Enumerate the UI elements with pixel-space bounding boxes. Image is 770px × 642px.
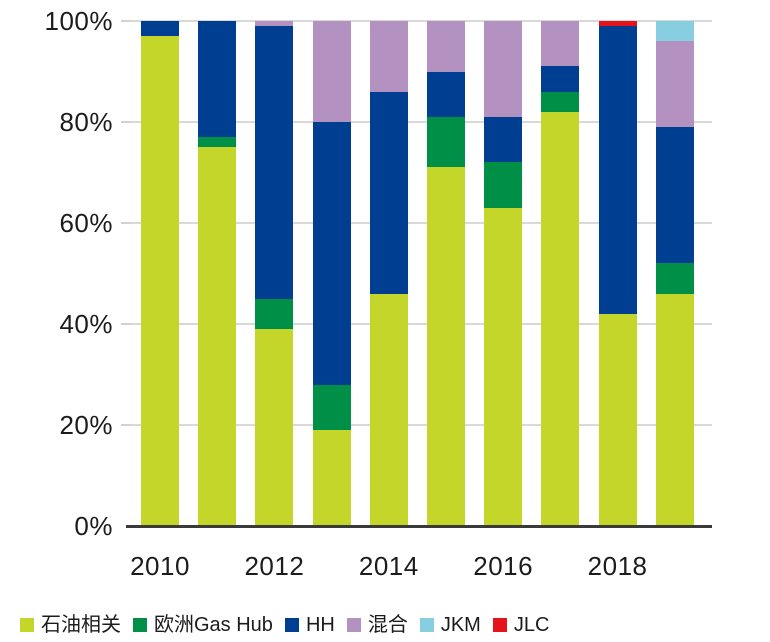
bar-2014	[369, 21, 408, 526]
bar-segment-HH	[541, 66, 580, 92]
bar-segment-HH	[141, 21, 179, 37]
bar-segment-HH	[198, 21, 237, 138]
y-tick-label-60: 60%	[59, 208, 113, 238]
x-tick-label-2010: 2010	[130, 551, 190, 581]
bar-segment-石油相关	[255, 329, 294, 526]
legend-item-JKM: JKM	[419, 612, 481, 638]
legend-item-HH: HH	[284, 612, 335, 638]
y-tick-mark	[121, 424, 131, 426]
bar-2012	[255, 21, 294, 526]
bar-segment-HH	[427, 71, 465, 117]
bar-segment-HH	[312, 122, 351, 385]
bar-segment-混合	[427, 21, 465, 72]
y-tick-label-20: 20%	[59, 410, 113, 440]
bar-segment-石油相关	[541, 111, 580, 526]
gridline-20	[121, 424, 712, 426]
bar-segment-石油相关	[198, 147, 237, 526]
legend-swatch-icon	[492, 618, 507, 632]
bar-segment-石油相关	[141, 36, 179, 526]
y-tick-mark	[121, 222, 131, 224]
bar-segment-欧洲Gas Hub	[541, 91, 580, 112]
bar-segment-混合	[369, 21, 408, 92]
legend-swatch-icon	[20, 618, 34, 632]
bar-2010	[141, 21, 179, 526]
bar-2011	[198, 21, 237, 526]
bar-segment-石油相关	[369, 293, 408, 526]
bar-segment-石油相关	[598, 313, 637, 526]
legend-label: 石油相关	[41, 614, 121, 636]
y-tick-label-80: 80%	[59, 107, 113, 137]
bar-segment-混合	[541, 21, 580, 67]
bar-2019	[655, 21, 694, 526]
bar-segment-石油相关	[484, 207, 523, 526]
y-tick-label-0: 0%	[74, 511, 113, 541]
y-tick-mark	[121, 121, 131, 123]
x-tick-label-2016: 2016	[473, 551, 534, 581]
bar-segment-欧洲Gas Hub	[427, 116, 465, 168]
bar-2015	[427, 21, 465, 526]
bar-segment-混合	[255, 21, 294, 27]
y-tick-label-40: 40%	[59, 309, 113, 339]
y-tick-mark	[121, 20, 131, 22]
bar-segment-欧洲Gas Hub	[655, 263, 694, 294]
bar-2016	[484, 21, 523, 526]
bar-segment-混合	[312, 21, 351, 123]
gridline-80	[121, 121, 712, 123]
bar-segment-混合	[484, 21, 523, 117]
bar-segment-HH	[655, 127, 694, 264]
legend-item-欧洲Gas Hub: 欧洲Gas Hub	[133, 612, 273, 638]
gridline-40	[121, 323, 712, 325]
legend-swatch-icon	[419, 618, 434, 632]
x-axis-line	[126, 525, 712, 528]
legend-item-JLC: JLC	[492, 612, 550, 638]
x-tick-label-2018: 2018	[587, 551, 648, 581]
bar-segment-JKM	[655, 21, 694, 42]
y-tick-mark	[121, 323, 131, 325]
bar-segment-欧洲Gas Hub	[255, 298, 294, 330]
plot-area	[121, 20, 712, 528]
bar-segment-石油相关	[427, 167, 465, 526]
bar-2017	[541, 21, 580, 526]
bar-segment-石油相关	[655, 293, 694, 526]
bar-segment-HH	[255, 26, 294, 299]
bar-segment-HH	[369, 91, 408, 294]
legend-label: JKM	[440, 614, 481, 636]
gridline-100	[121, 20, 712, 22]
bar-segment-欧洲Gas Hub	[484, 162, 523, 208]
y-tick-label-100: 100%	[44, 6, 113, 36]
bar-segment-石油相关	[312, 430, 351, 526]
legend-item-混合: 混合	[346, 612, 408, 638]
bar-segment-混合	[655, 41, 694, 128]
legend-label: HH	[305, 614, 335, 636]
legend-label: 混合	[367, 614, 408, 636]
bar-segment-欧洲Gas Hub	[198, 137, 237, 148]
legend-swatch-icon	[346, 618, 361, 632]
legend-swatch-icon	[133, 618, 147, 632]
bar-segment-欧洲Gas Hub	[312, 384, 351, 431]
bar-segment-JLC	[598, 21, 637, 27]
x-tick-label-2012: 2012	[244, 551, 305, 581]
legend-item-石油相关: 石油相关	[20, 612, 121, 638]
chart-legend: 石油相关 欧洲Gas Hub HH 混合 JKM JLC	[20, 611, 760, 639]
legend-label: 欧洲Gas Hub	[154, 614, 273, 636]
bar-2018	[598, 21, 637, 526]
bar-segment-HH	[598, 26, 637, 314]
x-tick-label-2014: 2014	[358, 551, 419, 581]
legend-swatch-icon	[284, 618, 299, 632]
bar-segment-HH	[484, 116, 523, 163]
legend-label: JLC	[513, 614, 550, 636]
bar-2013	[312, 21, 351, 526]
gridline-60	[121, 222, 712, 224]
